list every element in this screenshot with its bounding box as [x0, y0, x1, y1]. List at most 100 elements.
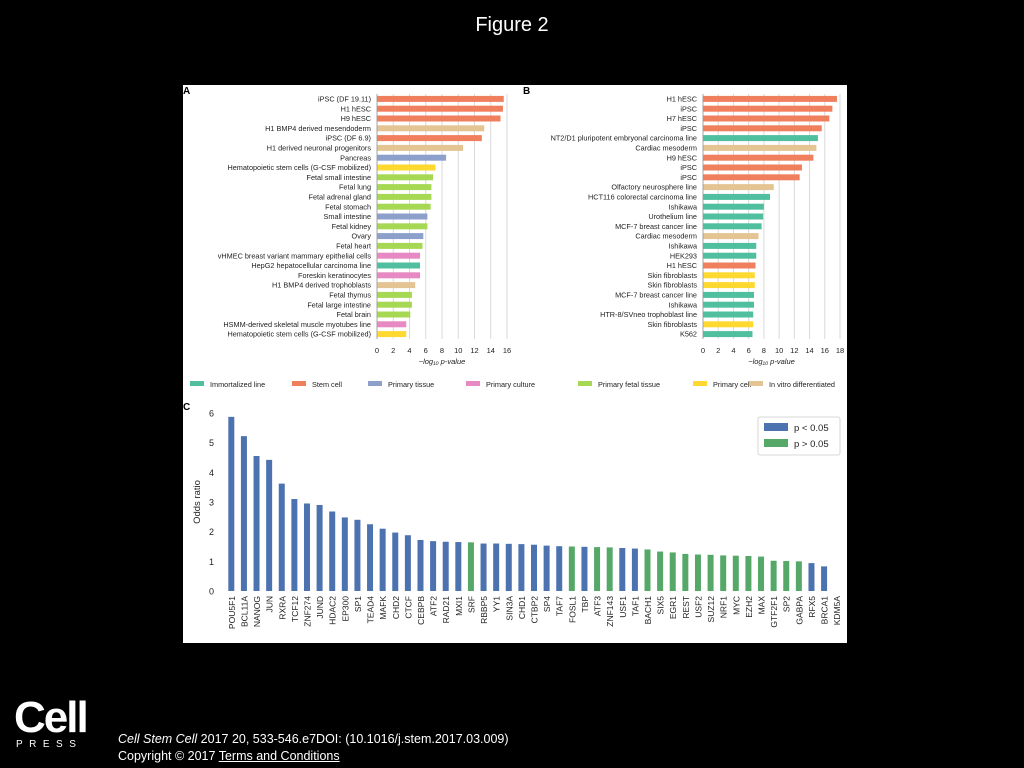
bar — [703, 213, 764, 220]
logo-wordmark: Cell — [14, 693, 89, 742]
category-label: H7 hESC — [667, 114, 697, 123]
cell-press-logo: Cell PRESS — [14, 696, 89, 752]
x-tick-label: CHD2 — [391, 596, 401, 619]
panel-a: A 0 2 4 6 8 10 12 14 16 −log₁₀ p-value iPSC (DF 19.… — [183, 86, 511, 366]
bar — [377, 203, 431, 210]
y-tick-label: 5 — [209, 438, 214, 448]
category-label: H1 derived neuronal progenitors — [267, 144, 372, 153]
x-tick-label: 12 — [790, 346, 798, 355]
bar — [703, 262, 756, 269]
legend-swatch — [292, 381, 306, 386]
bar — [377, 115, 501, 122]
bar — [442, 541, 449, 591]
bar — [619, 547, 626, 591]
bar — [543, 545, 550, 591]
x-tick-label: BCL11A — [239, 596, 249, 627]
x-tick-label: TBP — [580, 596, 590, 613]
bar — [703, 115, 830, 122]
bar — [417, 539, 424, 591]
category-legend: Immortalized line Stem cell Primary tissue… — [190, 380, 835, 389]
category-label: iPSC — [680, 104, 697, 113]
panel-c: C 0 1 2 3 4 5 6 Odds ratio POU5F1 BCL11A NANOG JUN RX… — [183, 402, 842, 629]
x-tick-label: YY1 — [492, 596, 502, 612]
bar — [505, 543, 512, 591]
bar — [430, 541, 437, 591]
category-label: iPSC — [680, 124, 697, 133]
terms-and-conditions-link[interactable]: Terms and Conditions — [218, 749, 340, 763]
x-tick-label: SUZ12 — [706, 596, 716, 623]
figure-title: Figure 2 — [475, 14, 549, 36]
bar — [240, 436, 247, 591]
bar — [392, 532, 399, 591]
x-tick-label: 12 — [470, 346, 478, 355]
category-label: Ishikawa — [669, 300, 698, 309]
category-label: Skin fibroblasts — [648, 320, 698, 329]
x-tick-label: 16 — [503, 346, 511, 355]
legend-swatch — [190, 381, 204, 386]
significance-legend: p < 0.05 p > 0.05 — [757, 416, 841, 456]
x-tick-label: BRCA1 — [820, 596, 830, 625]
bar — [377, 262, 421, 269]
y-tick-label: 0 — [209, 587, 214, 597]
category-label: Cardiac mesoderm — [635, 144, 697, 153]
bar — [228, 416, 235, 591]
bar — [745, 555, 752, 591]
x-tick-label: CHD1 — [517, 596, 527, 619]
category-label: H1 hESC — [667, 261, 697, 270]
x-tick-label: ATF2 — [429, 596, 439, 616]
bar — [480, 543, 487, 591]
bar — [377, 242, 423, 249]
x-tick-label: RAD21 — [441, 596, 451, 624]
legend-swatch — [578, 381, 592, 386]
citation: Cell Stem Cell 2017 20, 533-546.e7DOI: (… — [118, 731, 509, 747]
citation-details: 2017 20, 533-546.e7DOI: (10.1016/j.stem.… — [197, 732, 509, 746]
bar — [278, 483, 285, 591]
x-tick-label: 4 — [407, 346, 411, 355]
x-tick-label: CTBP2 — [530, 596, 540, 624]
bar — [703, 321, 754, 328]
bar — [694, 554, 701, 591]
bar — [377, 301, 412, 308]
x-tick-label: GABPA — [794, 596, 804, 625]
category-label: H1 hESC — [341, 104, 371, 113]
category-label: Hematopoietic stem cells (G-CSF mobilize… — [227, 163, 371, 172]
x-tick-label: EZH2 — [744, 596, 754, 618]
x-tick-label: 10 — [454, 346, 462, 355]
category-label: Ovary — [352, 232, 372, 241]
category-label: H9 hESC — [667, 153, 697, 162]
bar — [377, 95, 504, 102]
bar — [703, 252, 757, 259]
bar — [657, 551, 664, 591]
bar — [703, 164, 802, 171]
x-tick-label: EP300 — [340, 596, 350, 622]
bar — [556, 546, 563, 591]
x-tick-label: MAFK — [378, 596, 388, 620]
category-label: Foreskin keratinocytes — [298, 271, 371, 280]
category-label: Fetal kidney — [332, 222, 372, 231]
bar — [377, 154, 447, 161]
x-tick-label: 18 — [836, 346, 844, 355]
category-label: Olfactory neurosphere line — [611, 183, 697, 192]
category-label: Fetal large intestine — [307, 300, 371, 309]
x-tick-label: SP1 — [353, 596, 363, 612]
bar — [379, 528, 386, 591]
x-tick-label: RFX5 — [807, 596, 817, 618]
bar — [783, 561, 790, 591]
bar — [770, 560, 777, 591]
legend-swatch — [466, 381, 480, 386]
x-tick-label: 2 — [391, 346, 395, 355]
x-tick-label: MXI1 — [454, 596, 464, 616]
category-label: iPSC — [680, 173, 697, 182]
copyright-text: Copyright © 2017 — [118, 749, 219, 763]
x-tick-label: TAF7 — [555, 596, 565, 616]
bar — [377, 144, 464, 151]
bar — [266, 459, 273, 591]
bar — [377, 291, 412, 298]
bar — [377, 331, 407, 338]
x-tick-label: 6 — [747, 346, 751, 355]
x-tick-label: NRF1 — [719, 596, 729, 618]
x-tick-label: 10 — [775, 346, 783, 355]
x-tick-label: POU5F1 — [227, 596, 237, 629]
bar — [720, 555, 727, 591]
